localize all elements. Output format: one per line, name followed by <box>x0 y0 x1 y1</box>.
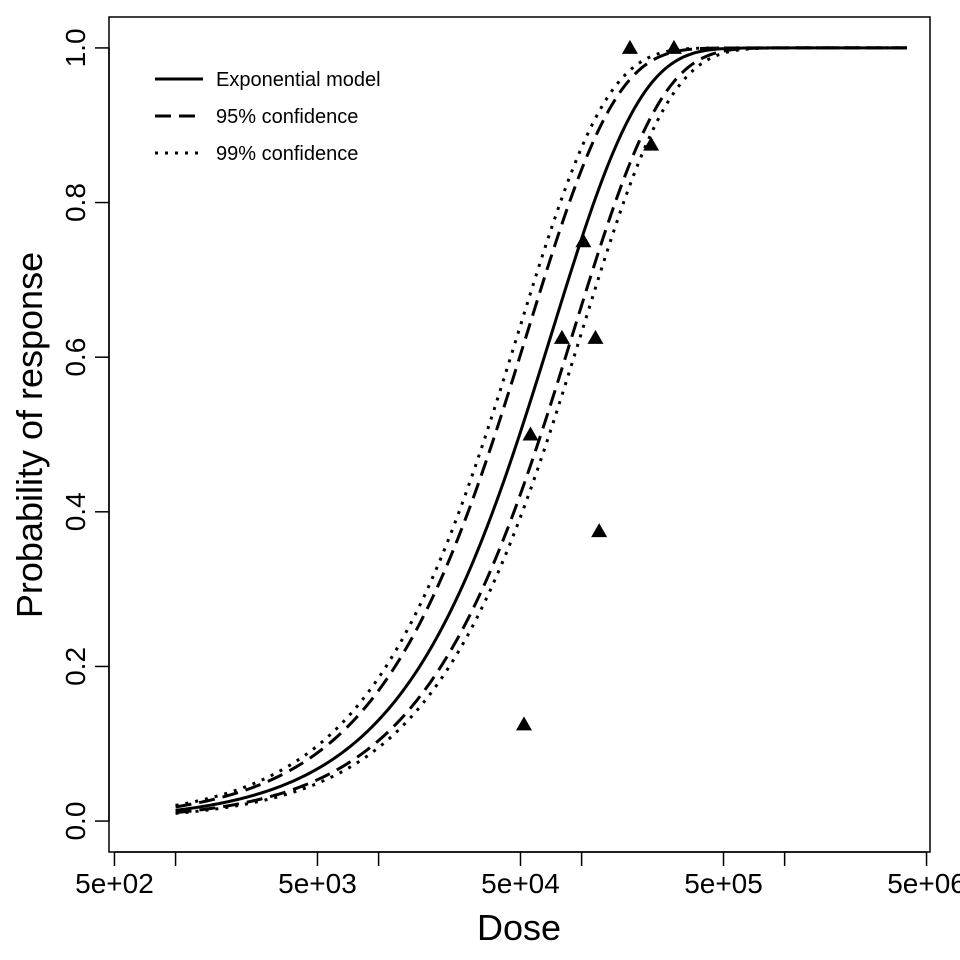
series-line-dotted-4 <box>175 46 907 815</box>
data-point-triangle-7 <box>643 136 660 151</box>
data-point-triangle-2 <box>553 329 570 344</box>
x-tick-label-4: 5e+06 <box>887 868 960 899</box>
data-point-triangle-0 <box>515 716 532 731</box>
series-line-dashed-2 <box>175 46 907 815</box>
data-point-triangle-6 <box>621 39 638 54</box>
y-axis: 0.0 0.2 0.4 0.6 0.8 1.0 <box>60 28 110 841</box>
y-tick-label-4: 0.8 <box>60 183 91 222</box>
data-point-triangle-1 <box>522 426 539 441</box>
x-tick-label-3: 5e+05 <box>684 868 763 899</box>
x-tick-label-1: 5e+03 <box>278 868 357 899</box>
model-curves <box>175 46 907 815</box>
data-point-triangle-3 <box>575 233 592 248</box>
x-tick-label-2: 5e+04 <box>481 868 560 899</box>
observed-points <box>515 39 682 731</box>
y-tick-label-5: 1.0 <box>60 28 91 67</box>
data-point-triangle-5 <box>591 523 608 538</box>
x-tick-label-0: 5e+02 <box>75 868 154 899</box>
x-axis-title: Dose <box>477 907 561 948</box>
y-tick-label-2: 0.4 <box>60 492 91 531</box>
x-axis: 5e+02 5e+03 5e+04 5e+05 5e+06 <box>75 851 960 899</box>
y-tick-label-1: 0.2 <box>60 647 91 686</box>
data-point-triangle-8 <box>665 39 682 54</box>
legend-label-0: Exponential model <box>216 69 381 91</box>
y-tick-label-3: 0.6 <box>60 338 91 377</box>
legend: Exponential model 95% confidence 99% confi… <box>155 69 381 165</box>
legend-label-1: 95% confidence <box>216 106 358 128</box>
legend-label-2: 99% confidence <box>216 143 358 165</box>
series-line-dotted-3 <box>175 46 907 807</box>
data-point-triangle-4 <box>587 329 604 344</box>
y-axis-title: Probability of response <box>9 252 50 618</box>
y-tick-label-0: 0.0 <box>60 802 91 841</box>
